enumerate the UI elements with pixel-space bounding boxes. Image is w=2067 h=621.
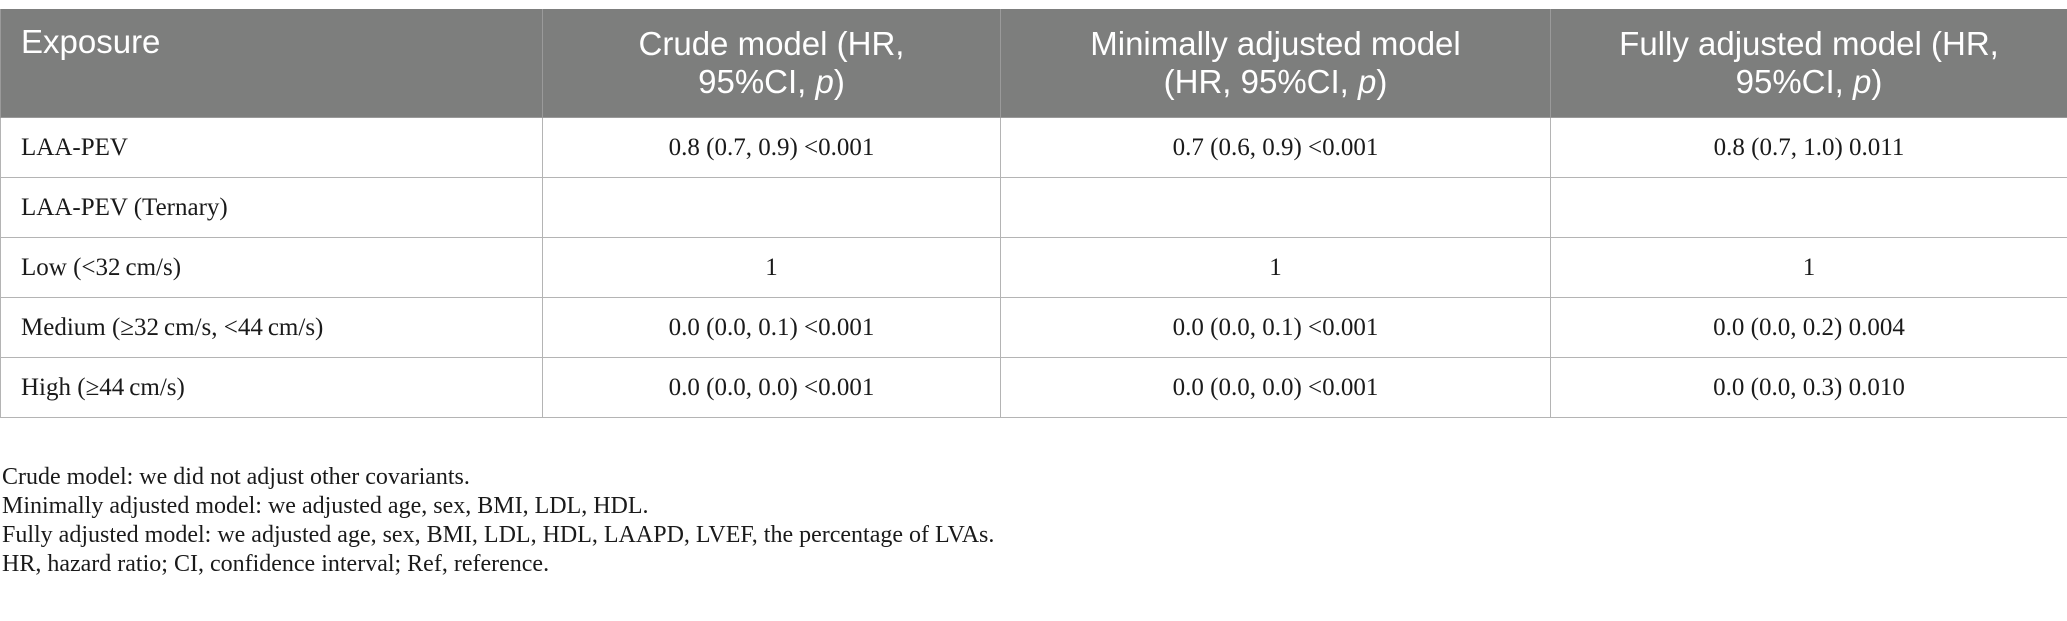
header-full-line1: Fully adjusted model (HR, xyxy=(1619,25,1999,62)
header-minimal-line1: Minimally adjusted model xyxy=(1090,25,1461,62)
header-crude-model: Crude model (HR, 95%CI, p) xyxy=(542,9,1001,118)
cell-crude: 1 xyxy=(542,237,1001,298)
table-footnotes: Crude model: we did not adjust other cov… xyxy=(2,463,994,579)
footnote: HR, hazard ratio; CI, confidence interva… xyxy=(2,551,550,577)
header-full-line2a: 95%CI, xyxy=(1735,63,1854,100)
header-minimally-adjusted-model: Minimally adjusted model (HR, 95%CI, p) xyxy=(1000,9,1551,118)
header-crude-p: p xyxy=(815,63,834,100)
footnote: Minimally adjusted model: we adjusted ag… xyxy=(2,493,649,519)
cell-crude: 0.0 (0.0, 0.0) <0.001 xyxy=(542,357,1001,418)
cell-crude: 0.8 (0.7, 0.9) <0.001 xyxy=(542,117,1001,178)
header-row: Exposure Crude model (HR, 95%CI, p) Mini… xyxy=(0,9,2067,118)
cell-full: 0.8 (0.7, 1.0) 0.011 xyxy=(1550,117,2067,178)
cell-full xyxy=(1550,177,2067,238)
row-label: LAA-PEV (Ternary) xyxy=(0,177,543,238)
cell-minimal: 0.0 (0.0, 0.0) <0.001 xyxy=(1000,357,1551,418)
row-label: LAA-PEV xyxy=(0,117,543,178)
header-exposure-label: Exposure xyxy=(21,23,161,60)
cell-minimal xyxy=(1000,177,1551,238)
header-minimal-p: p xyxy=(1358,63,1377,100)
table-header: Exposure Crude model (HR, 95%CI, p) Mini… xyxy=(0,9,2067,118)
table-row: High (≥44 cm/s) 0.0 (0.0, 0.0) <0.001 0.… xyxy=(0,357,2067,418)
table-row: LAA-PEV 0.8 (0.7, 0.9) <0.001 0.7 (0.6, … xyxy=(0,117,2067,178)
footnote: Fully adjusted model: we adjusted age, s… xyxy=(2,522,995,548)
header-crude-line2a: 95%CI, xyxy=(698,63,816,100)
hazard-ratio-table: Exposure Crude model (HR, 95%CI, p) Mini… xyxy=(0,9,2067,418)
footnote: Crude model: we did not adjust other cov… xyxy=(2,464,470,490)
cell-minimal: 0.7 (0.6, 0.9) <0.001 xyxy=(1000,117,1551,178)
results-table-container: Exposure Crude model (HR, 95%CI, p) Mini… xyxy=(0,9,2067,418)
header-crude-line1: Crude model (HR, xyxy=(638,25,905,62)
cell-full: 1 xyxy=(1550,237,2067,298)
cell-full: 0.0 (0.0, 0.3) 0.010 xyxy=(1550,357,2067,418)
header-full-line2c: ) xyxy=(1871,63,1883,100)
row-label: High (≥44 cm/s) xyxy=(0,357,543,418)
cell-minimal: 0.0 (0.0, 0.1) <0.001 xyxy=(1000,297,1551,358)
cell-minimal: 1 xyxy=(1000,237,1551,298)
cell-full: 0.0 (0.0, 0.2) 0.004 xyxy=(1550,297,2067,358)
header-full-p: p xyxy=(1853,63,1872,100)
header-minimal-line2c: ) xyxy=(1376,63,1388,100)
header-crude-line2c: ) xyxy=(833,63,845,100)
cell-crude xyxy=(542,177,1001,238)
row-label: Medium (≥32 cm/s, <44 cm/s) xyxy=(0,297,543,358)
row-label: Low (<32 cm/s) xyxy=(0,237,543,298)
table-row: Medium (≥32 cm/s, <44 cm/s) 0.0 (0.0, 0.… xyxy=(0,297,2067,358)
table-row: LAA-PEV (Ternary) xyxy=(0,177,2067,238)
table-row: Low (<32 cm/s) 1 1 1 xyxy=(0,237,2067,298)
header-exposure: Exposure xyxy=(0,9,543,118)
cell-crude: 0.0 (0.0, 0.1) <0.001 xyxy=(542,297,1001,358)
table-body: LAA-PEV 0.8 (0.7, 0.9) <0.001 0.7 (0.6, … xyxy=(0,117,2067,418)
header-fully-adjusted-model: Fully adjusted model (HR, 95%CI, p) xyxy=(1550,9,2067,118)
header-minimal-line2a: (HR, 95%CI, xyxy=(1163,63,1358,100)
